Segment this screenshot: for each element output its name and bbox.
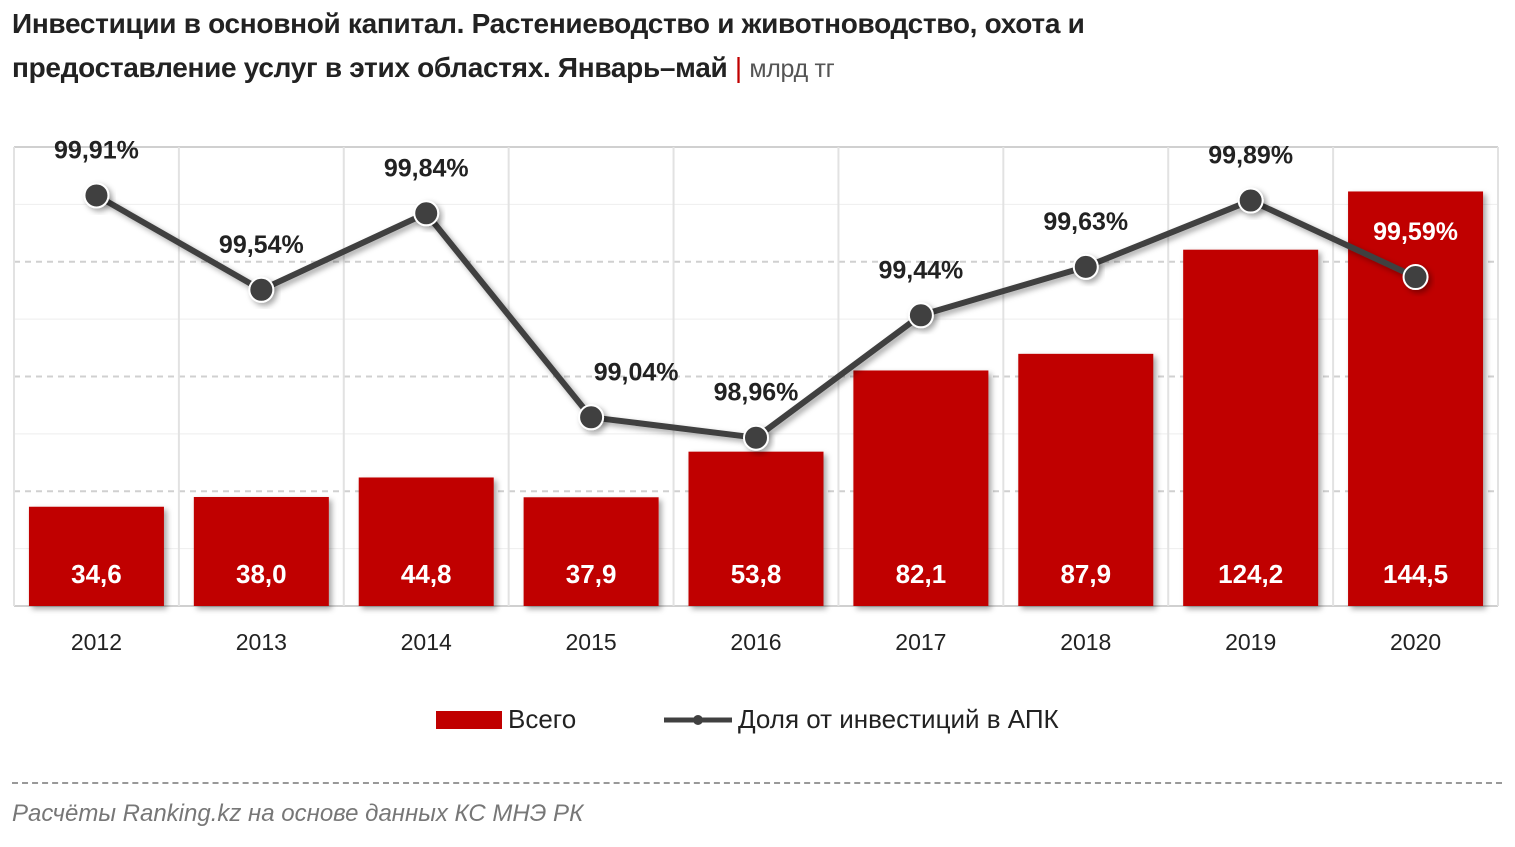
bar-2018 — [1018, 353, 1154, 606]
line-point-2019 — [1237, 187, 1264, 214]
line-point-2016 — [743, 424, 769, 451]
x-tick-label: 2015 — [566, 629, 617, 655]
x-tick-label: 2017 — [895, 629, 946, 655]
line-value-label: 99,04% — [594, 358, 679, 386]
bar-2013 — [193, 496, 329, 606]
bar-2020 — [1348, 191, 1484, 606]
line-point-2014 — [413, 200, 440, 227]
bar-value-label: 124,2 — [1218, 559, 1283, 589]
chart: 34,6 2012 38,0 2013 44,8 2014 37,9 2015 53,8 2016… — [13, 136, 1499, 655]
bar-value-label: 53,8 — [731, 559, 782, 589]
chart-title: Инвестиции в основной капитал. Растениев… — [12, 2, 1312, 91]
line-value-label: 99,63% — [1043, 208, 1128, 236]
bar-value-label: 87,9 — [1060, 559, 1111, 589]
x-tick-label: 2013 — [236, 629, 287, 655]
line-value-label: 99,54% — [219, 231, 304, 259]
bar-value-label: 34,6 — [71, 559, 122, 589]
line-point-2013 — [248, 276, 275, 303]
bar-value-label: 144,5 — [1383, 559, 1448, 589]
x-tick-label: 2016 — [730, 629, 781, 655]
source-note: Расчёты Ranking.kz на основе данных КС М… — [12, 800, 584, 827]
line-point-2015 — [578, 404, 605, 431]
bar-value-label: 44,8 — [401, 559, 452, 589]
bar-value-label: 38,0 — [236, 559, 287, 589]
x-tick-label: 2019 — [1225, 629, 1276, 655]
line-value-label: 99,91% — [54, 136, 139, 164]
x-tick-label: 2018 — [1060, 629, 1111, 655]
line-point-2017 — [907, 302, 934, 329]
line-value-label: 99,89% — [1208, 142, 1293, 170]
bar-2014 — [358, 477, 494, 606]
title-text: Инвестиции в основной капитал. Растениев… — [12, 8, 1085, 83]
line-value-label: 99,59% — [1373, 218, 1458, 246]
bar-2019 — [1183, 249, 1319, 607]
legend-label-line: Доля от инвестиций в АПК — [738, 704, 1059, 734]
line-point-2020 — [1402, 264, 1429, 291]
title-separator: | — [734, 52, 742, 83]
line-value-label: 99,44% — [878, 256, 963, 284]
line-point-2018 — [1072, 253, 1099, 280]
bar-2017 — [853, 370, 989, 606]
x-tick-label: 2014 — [401, 629, 452, 655]
divider — [12, 782, 1502, 784]
legend: Всего Доля от инвестиций в АПК — [0, 704, 1515, 740]
legend-item-bars: Всего — [436, 704, 576, 735]
line-marker-icon — [664, 714, 732, 725]
x-tick-label: 2012 — [71, 629, 122, 655]
unit-label: млрд тг — [749, 55, 835, 83]
line-value-label: 98,96% — [714, 379, 799, 407]
bar-swatch-icon — [436, 710, 502, 729]
bar-value-label: 37,9 — [566, 559, 617, 589]
x-tick-label: 2020 — [1390, 629, 1441, 655]
line-point-2012 — [83, 182, 110, 209]
legend-label-bars: Всего — [508, 704, 577, 734]
bar-2016 — [688, 451, 824, 606]
bar-value-label: 82,1 — [896, 559, 947, 589]
bar-2012 — [28, 506, 164, 606]
line-value-label: 99,84% — [384, 154, 469, 182]
legend-item-line: Доля от инвестиций в АПК — [662, 704, 1059, 735]
bar-2015 — [523, 497, 659, 606]
